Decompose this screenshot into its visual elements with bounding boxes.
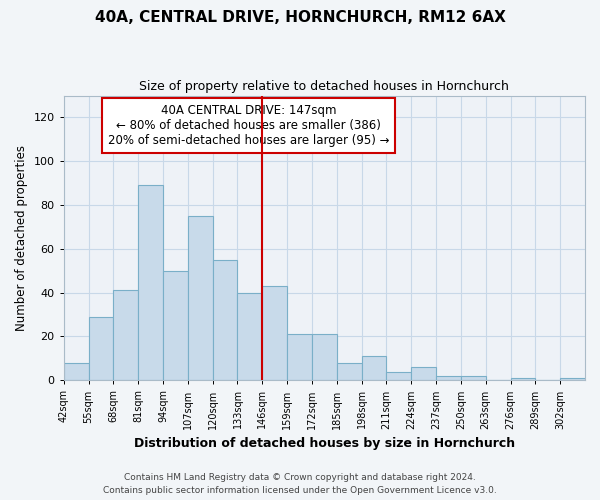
Bar: [113, 290, 138, 380]
Bar: [560, 378, 585, 380]
Bar: [337, 362, 362, 380]
Text: 40A CENTRAL DRIVE: 147sqm
← 80% of detached houses are smaller (386)
20% of semi: 40A CENTRAL DRIVE: 147sqm ← 80% of detac…: [108, 104, 389, 147]
Bar: [188, 216, 212, 380]
Bar: [238, 292, 262, 380]
Text: 40A, CENTRAL DRIVE, HORNCHURCH, RM12 6AX: 40A, CENTRAL DRIVE, HORNCHURCH, RM12 6AX: [95, 10, 505, 25]
Bar: [362, 356, 386, 380]
Bar: [287, 334, 312, 380]
Bar: [436, 376, 461, 380]
Bar: [262, 286, 287, 380]
Bar: [511, 378, 535, 380]
Bar: [461, 376, 486, 380]
Text: Contains HM Land Registry data © Crown copyright and database right 2024.
Contai: Contains HM Land Registry data © Crown c…: [103, 474, 497, 495]
X-axis label: Distribution of detached houses by size in Hornchurch: Distribution of detached houses by size …: [134, 437, 515, 450]
Bar: [138, 186, 163, 380]
Y-axis label: Number of detached properties: Number of detached properties: [15, 145, 28, 331]
Bar: [163, 271, 188, 380]
Bar: [411, 367, 436, 380]
Bar: [312, 334, 337, 380]
Bar: [386, 372, 411, 380]
Bar: [89, 317, 113, 380]
Bar: [212, 260, 238, 380]
Title: Size of property relative to detached houses in Hornchurch: Size of property relative to detached ho…: [139, 80, 509, 93]
Bar: [64, 362, 89, 380]
